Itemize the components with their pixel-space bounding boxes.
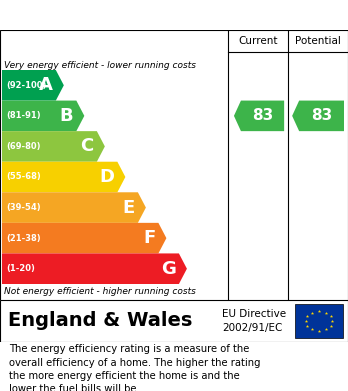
Text: G: G xyxy=(161,260,176,278)
Polygon shape xyxy=(292,100,344,131)
Text: Energy Efficiency Rating: Energy Efficiency Rating xyxy=(9,7,219,23)
Text: A: A xyxy=(39,76,53,94)
Text: (1-20): (1-20) xyxy=(6,264,35,273)
Polygon shape xyxy=(2,192,146,223)
Text: Potential: Potential xyxy=(295,36,341,46)
Text: The energy efficiency rating is a measure of the
overall efficiency of a home. T: The energy efficiency rating is a measur… xyxy=(9,344,260,391)
Text: D: D xyxy=(100,168,114,186)
Text: E: E xyxy=(122,199,135,217)
Bar xyxy=(295,304,343,338)
Text: (21-38): (21-38) xyxy=(6,234,41,243)
Polygon shape xyxy=(2,253,187,284)
Text: (39-54): (39-54) xyxy=(6,203,41,212)
Text: 83: 83 xyxy=(311,108,332,123)
Polygon shape xyxy=(234,100,284,131)
Text: EU Directive: EU Directive xyxy=(222,309,286,319)
Polygon shape xyxy=(2,100,84,131)
Text: C: C xyxy=(81,137,94,156)
Text: Current: Current xyxy=(238,36,278,46)
Text: (92-100): (92-100) xyxy=(6,81,46,90)
Polygon shape xyxy=(2,131,105,162)
Text: (55-68): (55-68) xyxy=(6,172,41,181)
Text: B: B xyxy=(60,107,73,125)
Text: F: F xyxy=(143,229,156,247)
Text: England & Wales: England & Wales xyxy=(8,312,192,330)
Polygon shape xyxy=(2,223,166,253)
Text: 83: 83 xyxy=(252,108,273,123)
Polygon shape xyxy=(2,70,64,100)
Text: (81-91): (81-91) xyxy=(6,111,41,120)
Polygon shape xyxy=(2,162,125,192)
Text: (69-80): (69-80) xyxy=(6,142,40,151)
Text: 2002/91/EC: 2002/91/EC xyxy=(222,323,282,333)
Text: Very energy efficient - lower running costs: Very energy efficient - lower running co… xyxy=(4,61,196,70)
Text: Not energy efficient - higher running costs: Not energy efficient - higher running co… xyxy=(4,287,196,296)
